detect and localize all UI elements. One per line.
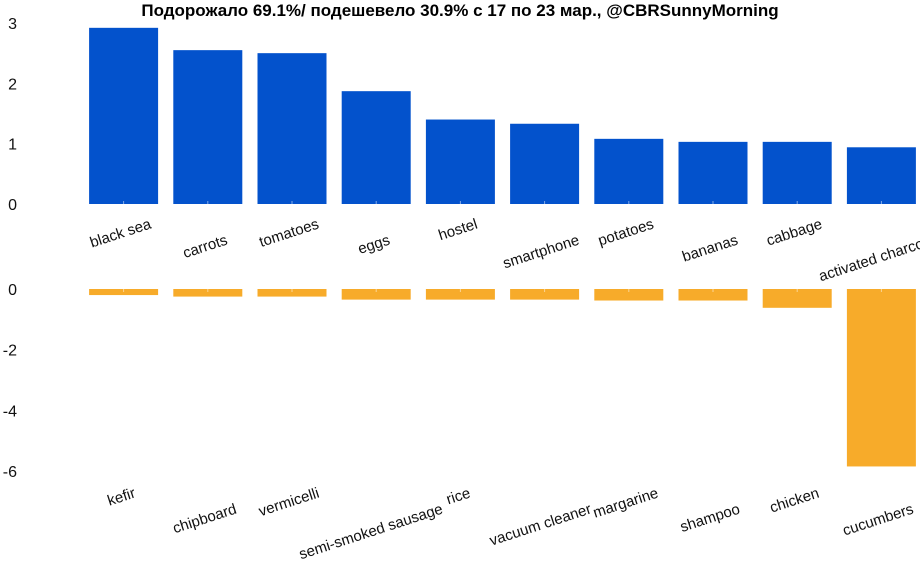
category-label-eggs: eggs [356, 232, 392, 258]
category-label-hostel: hostel [436, 216, 479, 245]
y-tick-label: 3 [8, 16, 17, 33]
category-label-cucumbers: cucumbers [841, 501, 916, 540]
price-decrease-panel: 0 -2 -4 -6 kefir chipboard vermicellisemi-smok… [3, 282, 916, 562]
bar-chicken [762, 289, 832, 308]
category-label-carrots: carrots [181, 232, 230, 262]
category-label-chicken: chicken [768, 485, 822, 517]
category-label-smartphone: smartphone [501, 232, 582, 273]
bar-vacuum-cleaner [510, 289, 580, 300]
bar-tomatoes [257, 53, 327, 204]
bar-eggs [341, 91, 411, 204]
category-label-black-sea: black sea [88, 215, 154, 251]
y-tick-label: 0 [8, 197, 17, 214]
category-label-rice: rice [444, 485, 472, 509]
y-tick-label: 0 [8, 282, 17, 299]
bar-smartphone [510, 123, 580, 204]
bar-kefir [89, 289, 159, 296]
bar-margarine [594, 289, 664, 301]
bar-activated-charcoal [846, 147, 916, 204]
y-tick-label: 1 [8, 137, 17, 154]
category-label-shampoo: shampoo [678, 501, 742, 536]
category-label-semi-smoked-sausage: semi-smoked sausage [297, 501, 445, 562]
category-label-bananas: bananas [680, 232, 740, 266]
chart-title: Подорожало 69.1%/ подешевело 30.9% с 17 … [141, 1, 779, 20]
bar-vermicelli [257, 289, 327, 297]
y-tick-label: -2 [3, 343, 17, 360]
category-label-kefir: kefir [105, 485, 137, 510]
category-label-cabbage: cabbage [764, 216, 824, 250]
y-tick-label: -6 [3, 464, 17, 481]
y-tick-label: -4 [3, 403, 17, 420]
bar-bananas [678, 141, 748, 204]
bar-shampoo [678, 289, 748, 301]
category-label-potatoes: potatoes [596, 216, 656, 250]
bar-chipboard [173, 289, 243, 297]
category-label-chipboard: chipboard [171, 501, 239, 538]
bar-hostel [425, 119, 495, 204]
bar-semi-smoked-sausage [341, 289, 411, 300]
bar-cabbage [762, 141, 832, 204]
y-tick-label: 2 [8, 76, 17, 93]
category-label-vacuum-cleaner: vacuum cleaner [488, 501, 594, 550]
category-label-tomatoes: tomatoes [257, 216, 321, 251]
category-label-margarine: margarine [591, 485, 660, 522]
bar-rice [425, 289, 495, 300]
bar-potatoes [594, 138, 664, 204]
bar-black-sea [89, 27, 159, 205]
category-label-vermicelli: vermicelli [257, 485, 322, 520]
bar-carrots [173, 50, 243, 205]
price-increase-panel: 3 2 1 0 black sea carrots tomatoes eggs hostel sm… [8, 16, 920, 285]
category-label-activated-charcoal: activated charcoal [817, 232, 920, 286]
bar-cucumbers [846, 289, 916, 467]
